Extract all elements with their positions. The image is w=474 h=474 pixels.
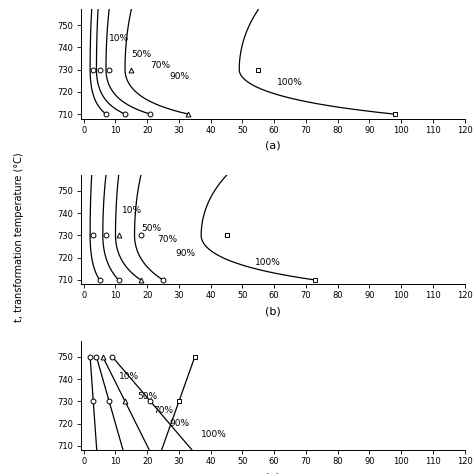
Text: 50%: 50%	[131, 49, 152, 58]
Text: 70%: 70%	[157, 236, 177, 245]
Text: (b): (b)	[264, 306, 281, 316]
Text: t, transformation temperature (°C): t, transformation temperature (°C)	[14, 152, 24, 322]
Text: 100%: 100%	[201, 430, 227, 439]
Text: 90%: 90%	[169, 419, 190, 428]
Text: (c): (c)	[265, 472, 280, 474]
Text: 10%: 10%	[122, 207, 142, 216]
Text: 70%: 70%	[150, 61, 171, 70]
Text: 10%: 10%	[118, 372, 139, 381]
Text: 50%: 50%	[141, 224, 161, 233]
Text: 100%: 100%	[277, 79, 303, 88]
Text: (a): (a)	[265, 140, 280, 150]
Text: 90%: 90%	[176, 249, 196, 258]
Text: 100%: 100%	[255, 258, 281, 267]
Text: 50%: 50%	[137, 392, 158, 401]
Text: 90%: 90%	[169, 72, 190, 81]
Text: 10%: 10%	[109, 34, 129, 43]
Text: 70%: 70%	[154, 406, 173, 415]
